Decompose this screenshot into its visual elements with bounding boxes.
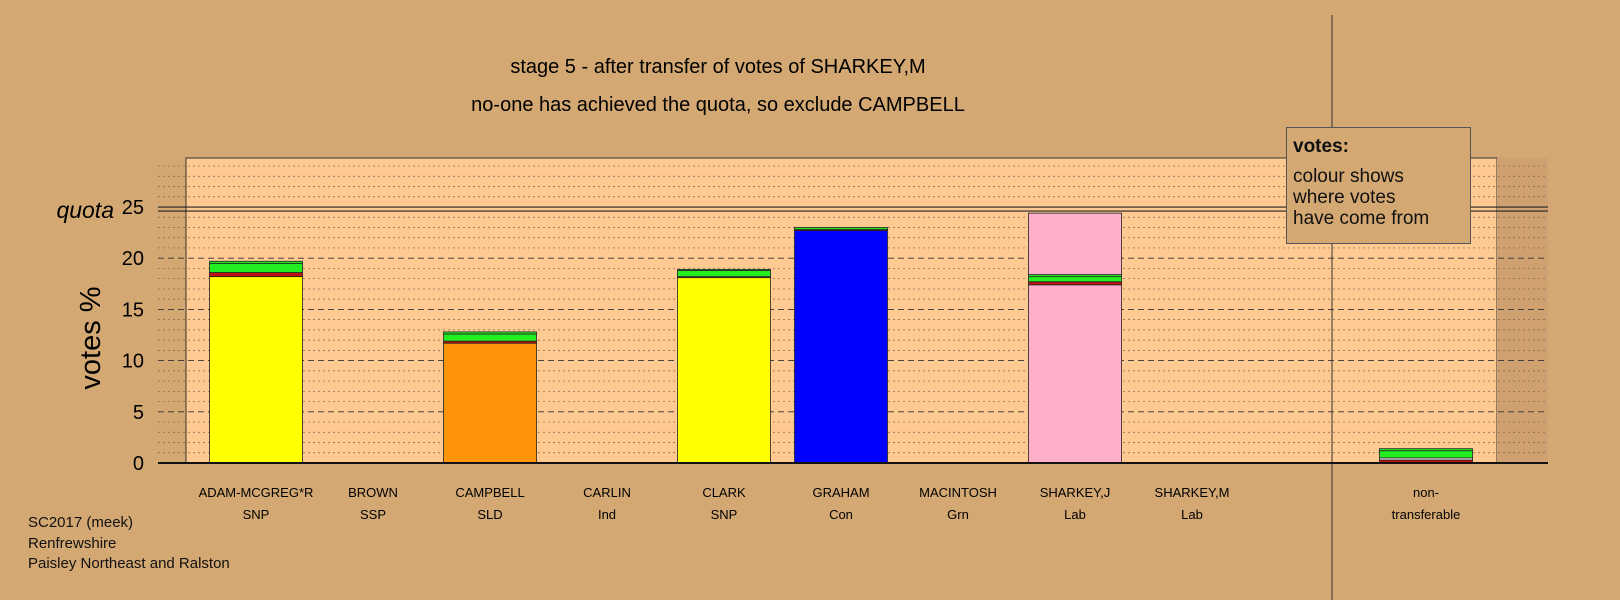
- chart-title-line2: no-one has achieved the quota, so exclud…: [471, 94, 965, 116]
- legend-title: votes:: [1293, 136, 1349, 157]
- legend-line: have come from: [1293, 208, 1430, 229]
- bar-segment: [677, 277, 771, 464]
- y-tick-label: 15: [122, 299, 144, 321]
- bar-segment: [677, 270, 771, 278]
- bar-segment: [1379, 450, 1473, 459]
- y-tick-label: 20: [122, 248, 144, 270]
- party-label: Con: [829, 507, 853, 522]
- bar-segment: [443, 333, 537, 342]
- bar-segment: [1028, 284, 1122, 464]
- candidate-name-label: SHARKEY,M: [1155, 485, 1230, 500]
- footer-council: Renfrewshire: [28, 534, 117, 552]
- bars: [209, 212, 1473, 464]
- candidate-name-label: GRAHAM: [812, 485, 869, 500]
- bar-segment: [209, 260, 303, 264]
- y-tick-label: 25: [122, 197, 144, 219]
- bar-segment: [794, 230, 888, 464]
- bar-segment: [209, 262, 303, 273]
- footer: SC2017 (meek) Renfrewshire Paisley North…: [28, 513, 230, 575]
- chart-title-line1: stage 5 - after transfer of votes of SHA…: [510, 56, 925, 78]
- candidate-name-label: ADAM-MCGREG*R: [199, 485, 314, 500]
- plot-side-band: [1497, 158, 1548, 463]
- x-axis-labels: ADAM-MCGREG*R SNP BROWN SSP CAMPBELL SLD CARLI…: [199, 485, 1461, 522]
- candidate-name-label: non-: [1413, 485, 1439, 500]
- candidate-name-label: CLARK: [702, 485, 746, 500]
- bar-segment: [677, 269, 771, 271]
- y-axis-label: votes %: [75, 286, 107, 389]
- bar-segment: [443, 342, 537, 464]
- candidate-name-label: CARLIN: [583, 485, 631, 500]
- y-tick-label: 0: [133, 453, 144, 475]
- footer-election: SC2017 (meek): [28, 514, 134, 531]
- y-tick-label: 5: [133, 402, 144, 424]
- legend-line: where votes: [1293, 187, 1396, 208]
- party-label: Lab: [1064, 507, 1086, 522]
- bar-segment: [794, 227, 888, 230]
- party-label: SNP: [243, 507, 270, 522]
- bar-segment: [1379, 448, 1473, 452]
- bar-segment: [209, 272, 303, 278]
- quota-label: quota: [56, 197, 114, 223]
- legend-line: colour shows: [1293, 166, 1404, 187]
- party-label: transferable: [1392, 507, 1461, 522]
- party-label: SLD: [477, 507, 502, 522]
- footer-ward: Paisley Northeast and Ralston: [28, 555, 230, 572]
- party-label: Grn: [947, 507, 969, 522]
- legend-box: votes: colour shows where votes have com…: [1286, 127, 1471, 244]
- candidate-name-label: BROWN: [348, 485, 398, 500]
- y-tick-label: 10: [122, 351, 144, 373]
- candidate-name-label: CAMPBELL: [455, 485, 524, 500]
- bar-segment: [1028, 281, 1122, 286]
- candidate-name-label: MACINTOSH: [919, 485, 997, 500]
- candidate-name-label: SHARKEY,J: [1040, 485, 1111, 500]
- party-label: Lab: [1181, 507, 1203, 522]
- bar-segment: [1028, 276, 1122, 283]
- bar-segment: [209, 276, 303, 464]
- bar-segment: [443, 331, 537, 335]
- party-label: Ind: [598, 507, 616, 522]
- party-label: SSP: [360, 507, 386, 522]
- bar-segment: [1028, 212, 1122, 275]
- party-label: SNP: [711, 507, 738, 522]
